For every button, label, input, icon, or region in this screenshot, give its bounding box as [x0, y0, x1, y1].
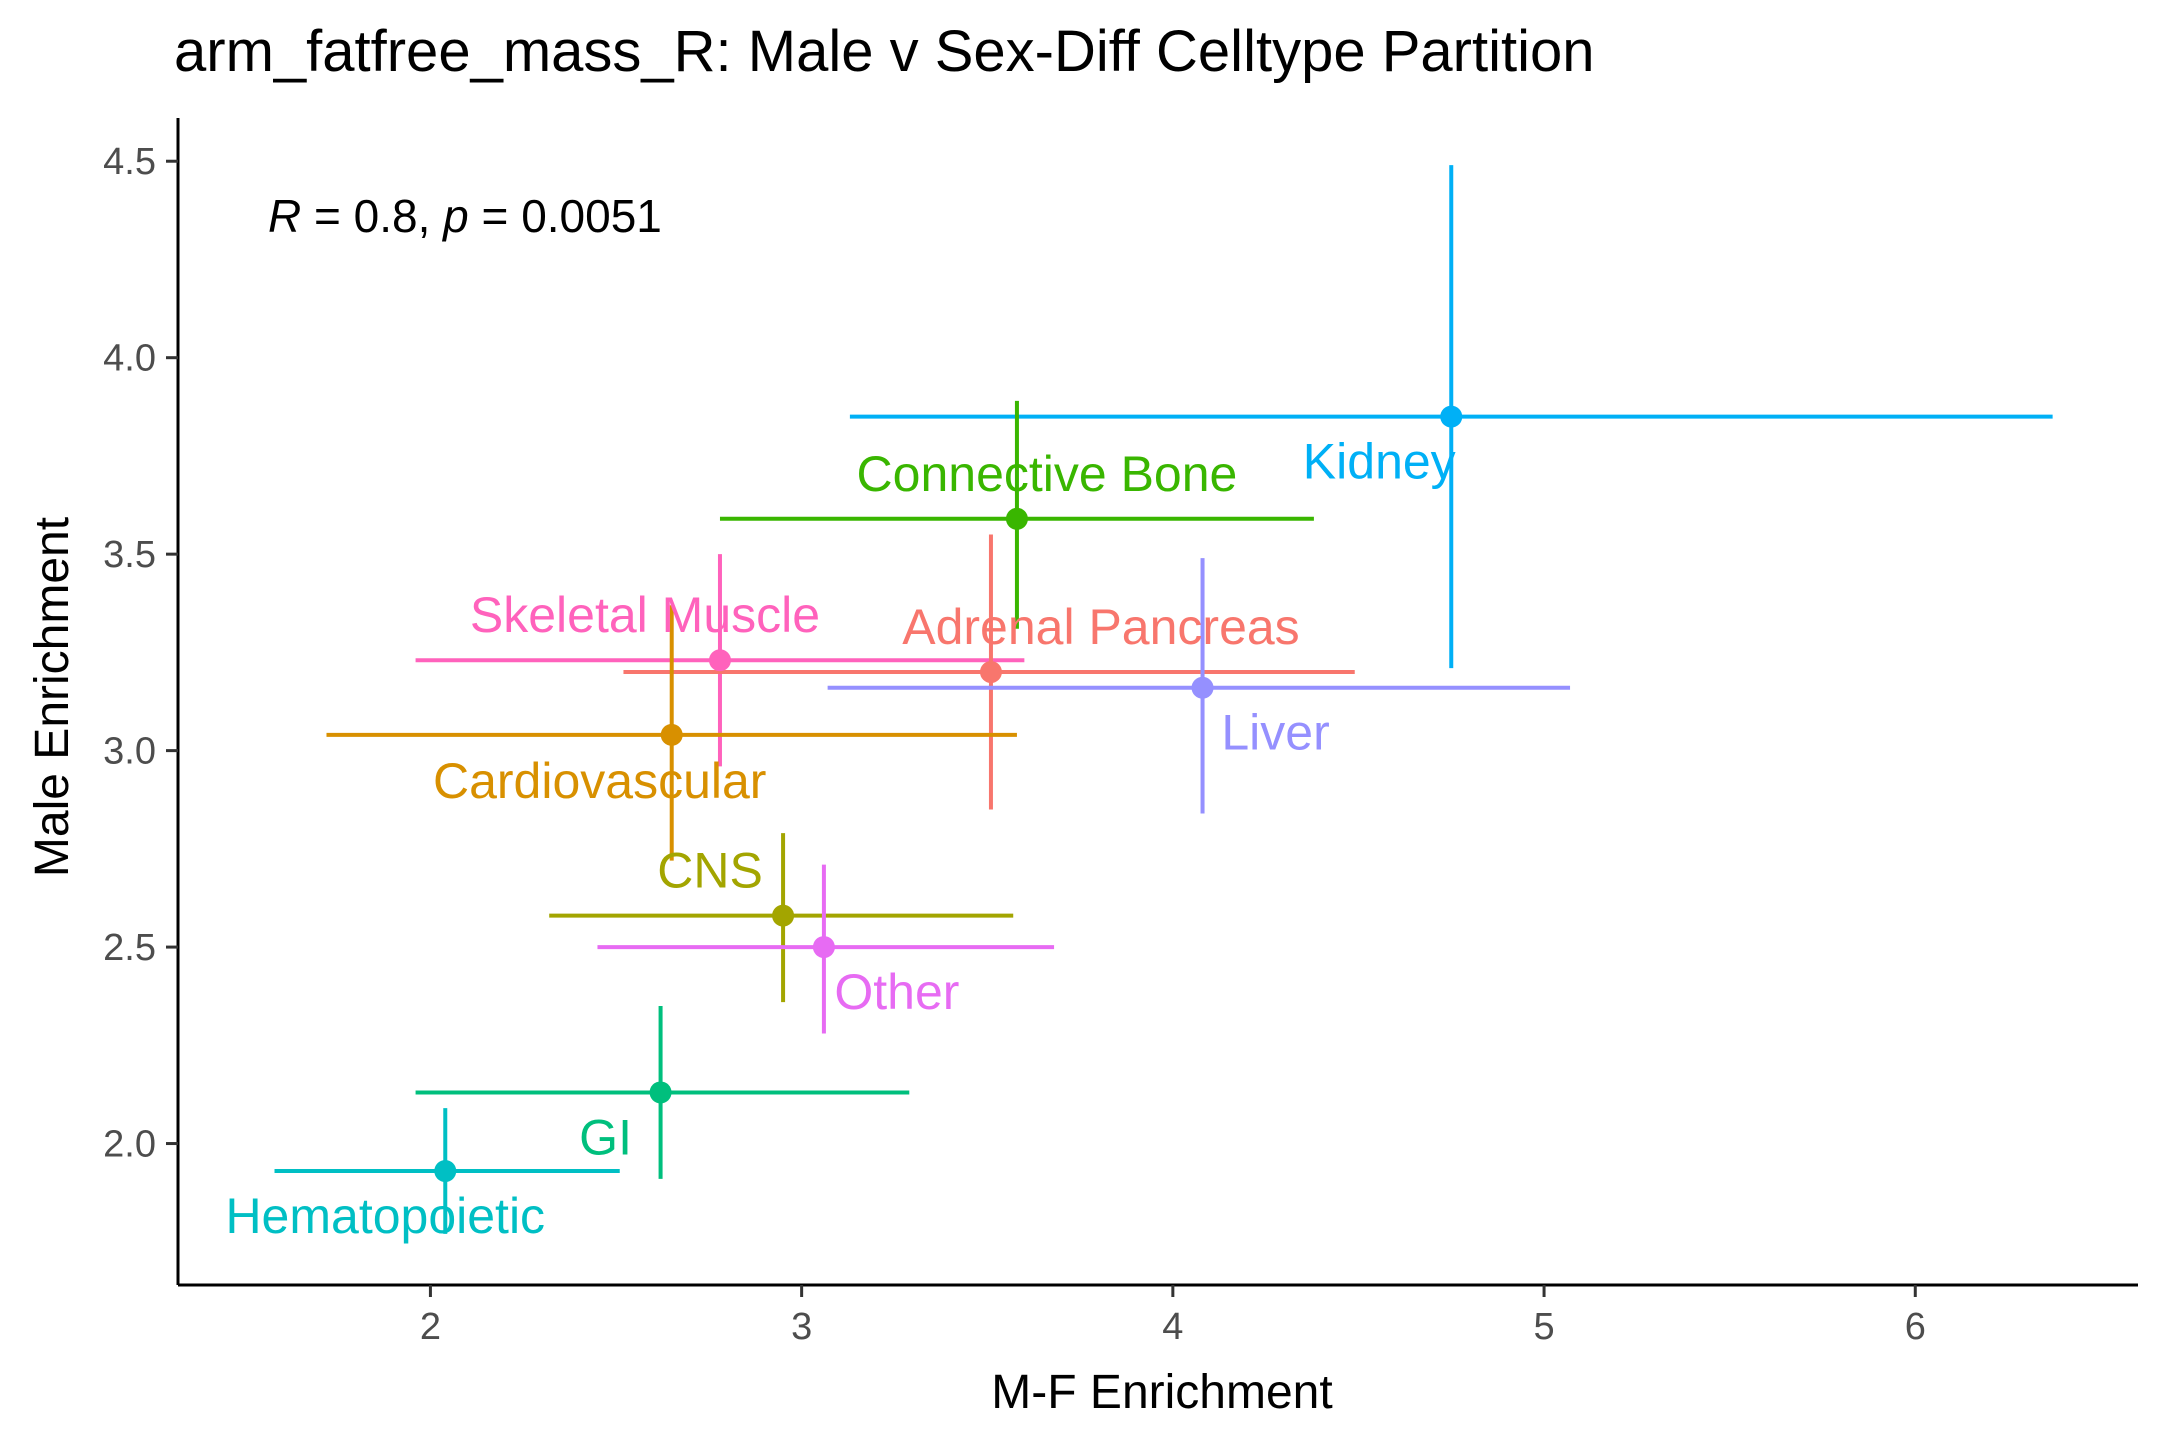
error-bars [274, 165, 2053, 1234]
data-point [772, 904, 795, 927]
chart-title: arm_fatfree_mass_R: Male v Sex-Diff Cell… [174, 19, 1595, 84]
x-tick-label: 6 [1905, 1306, 1926, 1348]
data-point [708, 649, 731, 672]
data-point [649, 1081, 672, 1104]
point-label: Liver [1221, 705, 1329, 761]
point-label: Other [834, 964, 959, 1020]
p-value: = 0.0051 [469, 190, 662, 242]
point-label: Cardiovascular [433, 753, 766, 809]
x-axis-label: M-F Enrichment [991, 1366, 1332, 1419]
r-value: = 0.8, [301, 190, 443, 242]
y-tick-label: 4.0 [103, 338, 156, 380]
data-point [1005, 507, 1028, 530]
y-tick-label: 3.0 [103, 731, 156, 773]
r-label: R [268, 190, 301, 242]
data-points [434, 405, 1463, 1183]
x-tick-label: 3 [791, 1306, 812, 1348]
point-labels: Kidney Connective Bone Skeletal Muscle Adre… [225, 434, 1455, 1244]
point-label: GI [579, 1109, 632, 1165]
data-point [812, 936, 835, 959]
p-label: p [441, 190, 469, 242]
correlation-annotation: R = 0.8, p = 0.0051 [268, 190, 662, 242]
y-tick-label: 4.5 [103, 141, 156, 183]
data-point [1440, 405, 1463, 428]
y-tick-label: 2.0 [103, 1124, 156, 1166]
point-label: CNS [657, 843, 763, 899]
point-label: Kidney [1303, 434, 1456, 490]
data-point [1191, 676, 1214, 699]
point-label: Hematopoietic [225, 1188, 545, 1244]
y-axis-label: Male Enrichment [26, 517, 79, 877]
y-tick-label: 2.5 [103, 927, 156, 969]
data-point [979, 661, 1002, 684]
x-tick-label: 5 [1533, 1306, 1554, 1348]
point-label: Connective Bone [857, 446, 1238, 502]
data-point [660, 723, 683, 746]
data-point [434, 1160, 457, 1183]
x-tick-label: 2 [420, 1306, 441, 1348]
point-label: Adrenal Pancreas [902, 599, 1299, 655]
point-label: Skeletal Muscle [470, 587, 820, 643]
axes-layer: 2 3 4 5 6 2.0 2.5 3.0 3.5 4.0 4.5 [103, 118, 2138, 1348]
x-tick-label: 4 [1162, 1306, 1183, 1348]
y-tick-label: 3.5 [103, 534, 156, 576]
